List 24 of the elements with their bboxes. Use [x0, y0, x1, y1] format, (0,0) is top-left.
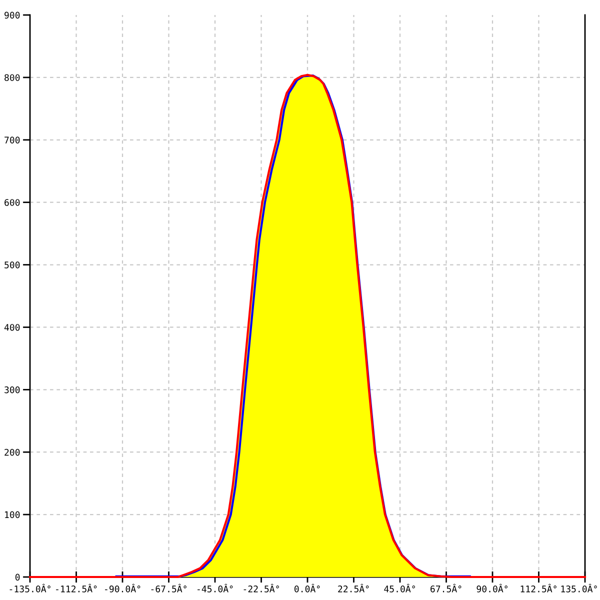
x-tick-label: -90.0Â°	[105, 584, 140, 592]
x-tick-label: -45.0Â°	[198, 584, 233, 592]
x-tick-label: 22.5Â°	[338, 584, 369, 592]
y-tick-label: 400	[4, 324, 20, 331]
x-tick-label: 112.5Â°	[520, 584, 556, 592]
y-tick-label: 500	[4, 262, 20, 268]
y-tick-label: 100	[5, 511, 20, 518]
y-tick-label: 700	[4, 136, 20, 144]
line-series	[115, 74, 471, 578]
y-tick-label: 300	[4, 386, 20, 394]
x-tick-label: -135.0Â°	[10, 584, 50, 592]
x-tick-label: 90.0Â°	[476, 584, 508, 592]
y-tick-label: 800	[4, 74, 20, 82]
x-tick-label: 67.5Â°	[430, 584, 462, 592]
y-tick-label: 900	[4, 12, 20, 19]
x-tick-label: -22.5Â°	[244, 584, 279, 592]
x-tick-label: 0.0Â°	[294, 584, 320, 592]
y-tick-label: 600	[4, 199, 20, 206]
y-tick-label: 0	[15, 574, 20, 581]
y-tick-label: 200	[4, 448, 20, 456]
x-tick-label: 135.0Â°	[561, 584, 597, 592]
x-tick-label: -67.5Â°	[151, 584, 186, 592]
x-tick-label: 45.0Â°	[384, 584, 415, 592]
x-tick-label: -112.5Â°	[56, 584, 97, 592]
